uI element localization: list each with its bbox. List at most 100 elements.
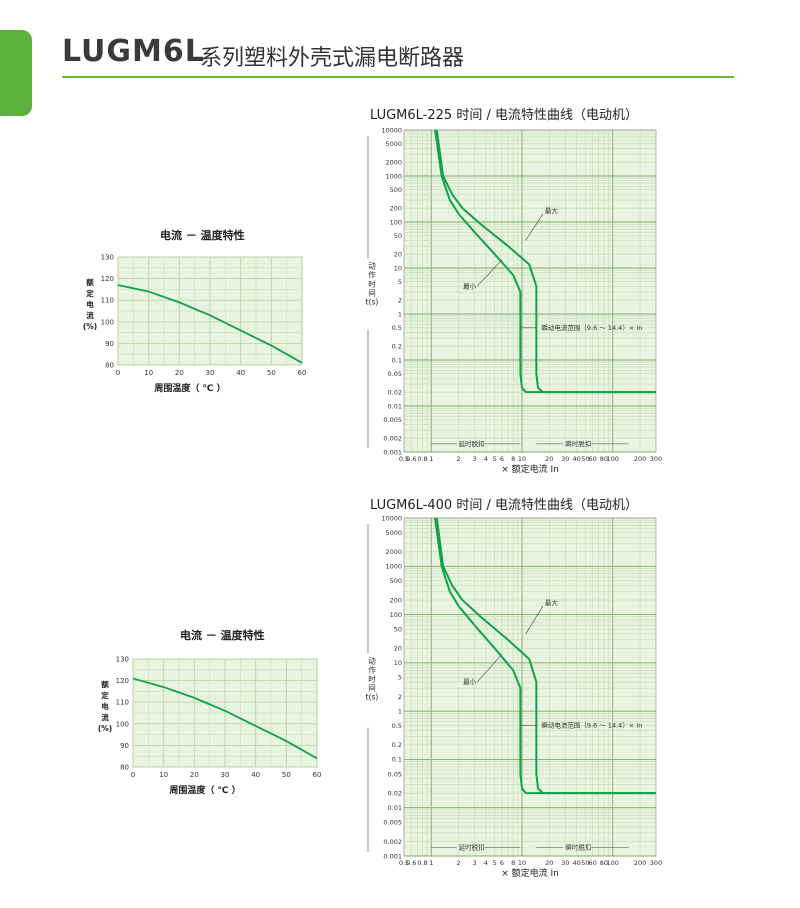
x-tick-label: 200	[634, 859, 646, 867]
x-tick-label: 300	[650, 859, 662, 867]
x-tick-label: 50	[267, 369, 276, 377]
x-tick-label: 10	[518, 455, 526, 463]
temperature-chart-svg: 0 10 20 30 40 50 60 80 90 100 110 120 130 额定电流 (%) 周围温度…	[83, 254, 307, 395]
y-tick-label: 130	[101, 254, 114, 262]
y-tick-label: 120	[116, 677, 129, 685]
x-tick-label: 4	[484, 859, 488, 867]
x-axis-label: × 额定电流 In	[501, 463, 559, 475]
y-tick-label: 50	[394, 232, 402, 240]
temperature-chart-400: 电流 － 温度特性 0 10 20 30 40 50 60 80 90 100 110 120 130 额…	[95, 625, 335, 800]
x-tick-label: 30	[561, 859, 569, 867]
y-tick-label: 0.005	[383, 416, 402, 424]
y-axis-label: 流	[86, 310, 94, 320]
instant-trip-label: 瞬时脱扣	[565, 439, 591, 448]
x-axis-label: × 额定电流 In	[501, 867, 559, 879]
x-tick-label: 5	[493, 859, 497, 867]
y-axis-label: 时	[368, 278, 376, 288]
time-current-chart-400: LUGM6L-400 时间 / 电流特性曲线（电动机） 0.5 0.6 0.8 1 2 3…	[360, 494, 670, 884]
y-tick-label: 0.05	[388, 770, 402, 778]
time-current-chart-225: LUGM6L-225 时间 / 电流特性曲线（电动机） 0.5 0.6 0.8 1 2 3…	[360, 104, 670, 479]
y-axis-label: 额	[86, 277, 94, 287]
y-tick-label: 0.005	[383, 819, 402, 827]
trip-curve-min	[434, 517, 656, 795]
chart-title: LUGM6L-225 时间 / 电流特性曲线（电动机）	[370, 108, 638, 123]
temperature-series-line	[117, 284, 303, 364]
x-axis-label: 周围温度（ ℃ ）	[169, 784, 240, 796]
y-tick-label: 5000	[385, 529, 402, 537]
temperature-chart-svg: 0 10 20 30 40 50 60 80 90 100 110 120 130 额定电流 (%) 周围温度…	[98, 656, 322, 797]
y-tick-label: 120	[101, 275, 114, 283]
x-tick-label: 8	[511, 455, 515, 463]
y-tick-label: 0.05	[388, 370, 402, 378]
y-axis-label: 时	[368, 673, 376, 683]
x-tick-label: 0.8	[417, 859, 427, 867]
trip-curve-max	[435, 517, 656, 795]
y-tick-label: 10	[394, 659, 402, 667]
max-leader-line	[525, 605, 544, 634]
x-tick-label: 20	[175, 369, 184, 377]
y-axis-label: 电	[86, 299, 94, 309]
y-tick-label: 100	[390, 218, 402, 226]
y-tick-label: 0.002	[383, 434, 402, 442]
y-axis-label: 动	[368, 655, 376, 665]
brand-logo: LUGM6L	[62, 34, 205, 69]
y-tick-label: 2	[398, 693, 402, 701]
x-tick-label: 200	[634, 455, 646, 463]
y-axis-label: 电	[101, 701, 109, 711]
y-axis-label: (%)	[98, 724, 112, 733]
x-tick-label: 0.5	[399, 859, 409, 867]
y-axis-label: t(s)	[366, 297, 379, 306]
min-leader-line	[476, 654, 503, 683]
min-label: 最小	[463, 281, 477, 290]
y-tick-label: 0.2	[392, 342, 402, 350]
y-tick-label: 0.5	[392, 324, 402, 332]
y-tick-label: 110	[101, 297, 114, 305]
y-tick-label: 100	[101, 318, 114, 326]
chart-title: 电流 － 温度特性	[160, 229, 245, 242]
instant-range-label: 瞬动电流范围（9.6 ～ 14.4）× In	[541, 323, 642, 332]
y-tick-label: 0.02	[388, 388, 402, 396]
x-tick-label: 0.5	[399, 455, 409, 463]
y-axis-label: 间	[368, 683, 376, 692]
y-tick-label: 0.02	[388, 789, 402, 797]
x-tick-label: 10	[159, 771, 168, 779]
x-tick-label: 50	[581, 859, 589, 867]
y-tick-label: 80	[120, 764, 129, 772]
instant-trip-label-bg	[563, 438, 592, 448]
page-header: LUGM6L 系列塑料外壳式漏电断路器	[62, 30, 734, 78]
y-tick-label: 20	[394, 645, 402, 653]
x-tick-label: 50	[581, 455, 589, 463]
y-tick-label: 10000	[381, 126, 402, 134]
temperature-series-line	[132, 677, 318, 760]
y-tick-label: 500	[390, 577, 402, 585]
y-axis-label: 作	[368, 664, 376, 674]
chart-title: 电流 － 温度特性	[180, 629, 265, 642]
min-label: 最小	[463, 677, 477, 686]
instant-trip-label-bg	[563, 842, 592, 852]
y-tick-label: 0.1	[392, 356, 402, 364]
y-tick-label: 1	[398, 310, 402, 318]
y-axis-label: t(s)	[366, 692, 379, 701]
y-axis-label: 定	[101, 690, 109, 700]
x-tick-label: 5	[493, 455, 497, 463]
max-leader-line	[525, 213, 544, 241]
x-axis-label: 周围温度（ ℃ ）	[154, 382, 225, 394]
y-tick-label: 0.5	[392, 722, 402, 730]
y-tick-label: 110	[116, 699, 129, 707]
y-tick-label: 10	[394, 264, 402, 272]
page-title: 系列塑料外壳式漏电断路器	[200, 46, 465, 71]
x-tick-label: 10	[144, 369, 153, 377]
delay-trip-label-bg	[456, 842, 485, 852]
trip-curve-max	[435, 129, 656, 394]
y-axis-label: 间	[368, 288, 376, 297]
accent-tab	[0, 30, 32, 116]
x-tick-label: 40	[251, 771, 260, 779]
y-axis-label: 作	[368, 269, 376, 279]
x-tick-label: 20	[190, 771, 199, 779]
y-tick-label: 5000	[385, 140, 402, 148]
y-axis-label: 动	[368, 260, 376, 270]
y-tick-label: 0.002	[383, 838, 402, 846]
y-tick-label: 20	[394, 250, 402, 258]
y-axis-label: 流	[101, 712, 109, 722]
